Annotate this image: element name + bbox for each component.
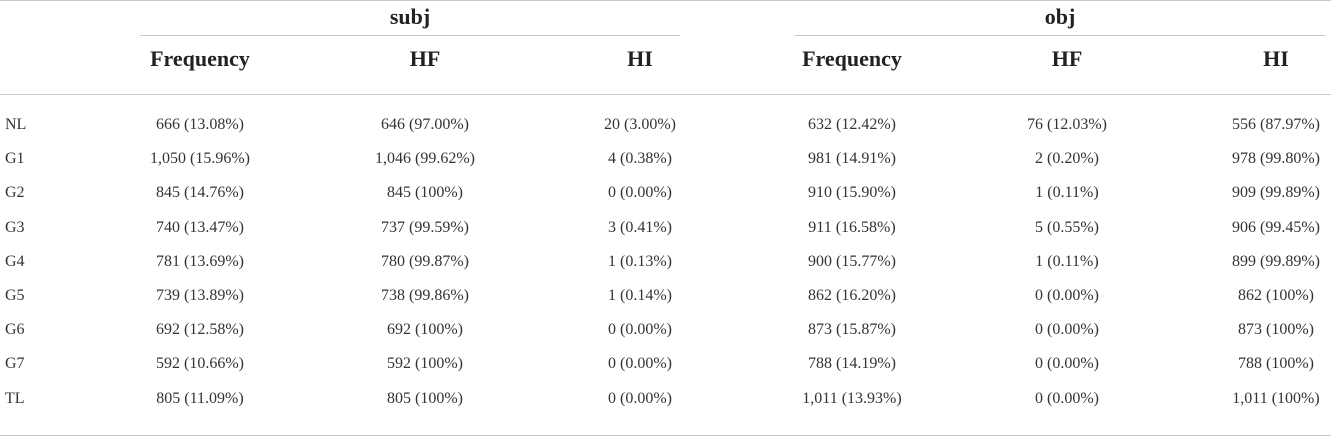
table-cell: 1,050 (15.96%) bbox=[150, 150, 250, 168]
table-cell: 592 (10.66%) bbox=[156, 355, 244, 373]
table-cell: 911 (16.58%) bbox=[808, 218, 896, 236]
table-cell: 1 (0.11%) bbox=[1035, 184, 1099, 202]
table-cell: 632 (12.42%) bbox=[808, 116, 896, 133]
table-cell: 737 (99.59%) bbox=[381, 218, 469, 236]
table-cell: 76 (12.03%) bbox=[1027, 116, 1107, 133]
table-row: G3 740 (13.47%) 737 (99.59%) 3 (0.41%) 911 (… bbox=[0, 211, 1331, 245]
table-cell: 845 (14.76%) bbox=[156, 184, 244, 202]
table-cell: 1,046 (99.62%) bbox=[375, 150, 475, 168]
row-label: TL bbox=[5, 389, 25, 407]
table-cell: 5 (0.55%) bbox=[1035, 218, 1099, 236]
table-cell: 3 (0.41%) bbox=[608, 218, 672, 236]
table-cell: 556 (87.97%) bbox=[1232, 116, 1320, 133]
table-row: G2 845 (14.76%) 845 (100%) 0 (0.00%) 910 (15… bbox=[0, 176, 1331, 210]
row-label: G3 bbox=[5, 218, 25, 236]
column-header-obj-hf: HF bbox=[1051, 46, 1083, 71]
table-cell: 20 (3.00%) bbox=[604, 116, 676, 133]
table-row: G6 692 (12.58%) 692 (100%) 0 (0.00%) 873 (15… bbox=[0, 313, 1331, 347]
table-cell: 2 (0.20%) bbox=[1035, 150, 1099, 168]
table-cell: 900 (15.77%) bbox=[808, 252, 896, 270]
table-cell: 910 (15.90%) bbox=[808, 184, 896, 202]
row-label: G2 bbox=[5, 184, 25, 202]
row-label: G1 bbox=[5, 150, 25, 168]
table-cell: 873 (15.87%) bbox=[808, 321, 896, 339]
table-cell: 1,011 (100%) bbox=[1232, 389, 1320, 407]
table-cell: 0 (0.00%) bbox=[1035, 389, 1099, 407]
table-row: TL 805 (11.09%) 805 (100%) 0 (0.00%) 1,011 (… bbox=[0, 382, 1331, 416]
column-header-subj-hi: HI bbox=[627, 46, 653, 71]
table-cell: 692 (100%) bbox=[387, 321, 463, 339]
table-cell: 909 (99.89%) bbox=[1232, 184, 1320, 202]
table-cell: 780 (99.87%) bbox=[381, 252, 469, 270]
table-cell: 4 (0.38%) bbox=[608, 150, 672, 168]
table-cell: 666 (13.08%) bbox=[156, 116, 244, 133]
table-cell: 899 (99.89%) bbox=[1232, 252, 1320, 270]
group-obj-underline bbox=[795, 35, 1325, 36]
table-cell: 592 (100%) bbox=[387, 355, 463, 373]
table-cell: 788 (100%) bbox=[1238, 355, 1314, 373]
table-cell: 1 (0.14%) bbox=[608, 287, 672, 304]
table-cell: 978 (99.80%) bbox=[1232, 150, 1320, 168]
table-cell: 0 (0.00%) bbox=[1035, 355, 1099, 373]
table-cell: 805 (100%) bbox=[387, 389, 463, 407]
group-subj-underline bbox=[140, 35, 680, 36]
table-cell: 845 (100%) bbox=[387, 184, 463, 202]
table-row: G4 781 (13.69%) 780 (99.87%) 1 (0.13%) 900 (… bbox=[0, 245, 1331, 279]
table-cell: 0 (0.00%) bbox=[608, 321, 672, 339]
column-header-obj-hi: HI bbox=[1263, 46, 1289, 71]
group-header-subj: subj bbox=[389, 4, 431, 29]
table-cell: 0 (0.00%) bbox=[608, 389, 672, 407]
table-cell: 862 (100%) bbox=[1238, 287, 1314, 304]
row-label: G7 bbox=[5, 355, 25, 373]
group-header-obj: obj bbox=[1044, 4, 1076, 29]
table-cell: 862 (16.20%) bbox=[808, 287, 896, 304]
table-cell: 981 (14.91%) bbox=[808, 150, 896, 168]
table-cell: 0 (0.00%) bbox=[608, 355, 672, 373]
table-cell: 0 (0.00%) bbox=[1035, 287, 1099, 304]
row-label: NL bbox=[5, 116, 27, 133]
column-header-obj-frequency: Frequency bbox=[802, 46, 902, 71]
table-cell: 738 (99.86%) bbox=[381, 287, 469, 304]
table-row: G1 1,050 (15.96%) 1,046 (99.62%) 4 (0.38%) 9… bbox=[0, 142, 1331, 176]
table-cell: 805 (11.09%) bbox=[156, 389, 244, 407]
table-row: NL 666 (13.08%) 646 (97.00%) 20 (3.00%) 632 … bbox=[0, 108, 1331, 142]
table-cell: 1,011 (13.93%) bbox=[802, 389, 902, 407]
table-cell: 692 (12.58%) bbox=[156, 321, 244, 339]
table-cell: 0 (0.00%) bbox=[608, 184, 672, 202]
table-cell: 873 (100%) bbox=[1238, 321, 1314, 339]
table-row: G7 592 (10.66%) 592 (100%) 0 (0.00%) 788 (14… bbox=[0, 347, 1331, 381]
row-label: G6 bbox=[5, 321, 25, 339]
table-cell: 1 (0.13%) bbox=[608, 252, 672, 270]
table-cell: 781 (13.69%) bbox=[156, 252, 244, 270]
table-cell: 788 (14.19%) bbox=[808, 355, 896, 373]
column-header-subj-frequency: Frequency bbox=[150, 46, 250, 71]
row-label: G5 bbox=[5, 287, 25, 304]
table-cell: 1 (0.11%) bbox=[1035, 252, 1099, 270]
table-bottom-rule bbox=[0, 435, 1331, 436]
table-cell: 906 (99.45%) bbox=[1232, 218, 1320, 236]
row-label: G4 bbox=[5, 252, 25, 270]
table-cell: 646 (97.00%) bbox=[381, 116, 469, 133]
table-cell: 740 (13.47%) bbox=[156, 218, 244, 236]
header-bottom-rule bbox=[0, 94, 1331, 95]
table-row: G5 739 (13.89%) 738 (99.86%) 1 (0.14%) 862 (… bbox=[0, 279, 1331, 313]
table-cell: 0 (0.00%) bbox=[1035, 321, 1099, 339]
table-cell: 739 (13.89%) bbox=[156, 287, 244, 304]
column-header-subj-hf: HF bbox=[409, 46, 441, 71]
table-top-rule bbox=[0, 0, 1331, 1]
